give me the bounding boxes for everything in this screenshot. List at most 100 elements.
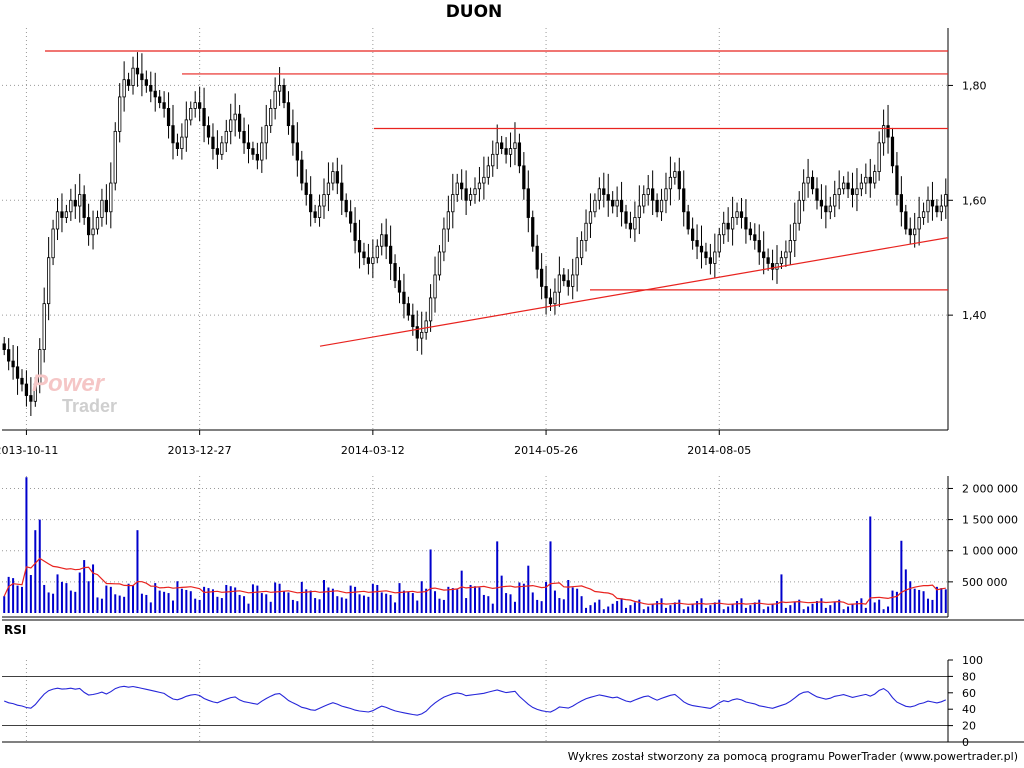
volume-bar: [198, 599, 201, 613]
rsi-tick-label: 80: [962, 670, 976, 683]
candle-body: [611, 199, 615, 207]
volume-bar: [909, 581, 912, 613]
volume-bar: [767, 606, 770, 613]
volume-bar: [887, 606, 890, 613]
candle-body: [406, 303, 411, 316]
volume-bar: [345, 598, 348, 613]
panel-frames: [2, 28, 1024, 743]
candle-body: [704, 251, 708, 259]
volume-bar: [895, 591, 898, 613]
volume-bar: [633, 602, 636, 613]
candle-body: [677, 171, 681, 190]
volume-bar: [793, 602, 796, 613]
candle-body: [886, 125, 890, 138]
volume-bar: [43, 584, 46, 613]
volume-bar: [838, 599, 841, 613]
volume-bar: [407, 591, 410, 613]
volume-bar: [878, 599, 881, 613]
volume-bar: [784, 607, 787, 613]
candle-body: [335, 171, 339, 184]
volume-bar: [207, 588, 210, 613]
candle-body: [926, 199, 930, 213]
candle-body: [282, 85, 286, 104]
volume-bar: [593, 602, 596, 613]
candle-body: [73, 199, 77, 207]
candle-body: [797, 199, 801, 224]
candle-body: [38, 349, 42, 385]
volume-bar: [65, 583, 68, 613]
volume-bar: [243, 596, 246, 613]
candle-body: [126, 79, 131, 86]
candle-body: [651, 188, 655, 201]
volume-bar: [598, 599, 601, 613]
volume-bar: [447, 586, 450, 613]
volume-bar: [132, 584, 135, 613]
volume-bar: [247, 603, 250, 613]
volume-bar: [940, 588, 943, 613]
candle-body: [633, 217, 637, 230]
volume-bar: [47, 592, 50, 613]
volume-bar: [318, 599, 321, 613]
volume-bar: [625, 607, 628, 613]
volume-bar: [691, 603, 694, 613]
volume-bar: [52, 593, 55, 613]
candle-body: [277, 85, 282, 92]
candle-body: [388, 245, 393, 264]
candle-body: [15, 366, 20, 379]
volume-bar: [145, 594, 148, 613]
volume-bar: [709, 605, 712, 613]
volume-bar: [811, 603, 814, 613]
rsi-tick-label: 0: [962, 736, 969, 749]
volume-bar: [438, 598, 441, 613]
candle-body: [357, 240, 362, 253]
volume-bar: [576, 588, 579, 613]
volume-bar: [589, 605, 592, 613]
candle-body: [251, 148, 255, 155]
volume-bar: [864, 607, 867, 613]
volume-axis: 500 000 1 000 000 1 500 000 2 000 000: [948, 482, 1018, 589]
candle-body: [655, 199, 659, 213]
volume-bar: [513, 601, 516, 613]
volume-bar: [189, 591, 192, 613]
volume-bar: [425, 588, 428, 613]
candle-body: [198, 102, 202, 109]
price-tick-label: 1,40: [962, 309, 987, 322]
chart-title: DUON: [445, 2, 503, 22]
candle-body: [175, 142, 180, 150]
candle-body: [193, 102, 197, 109]
rsi-tick-label: 20: [962, 720, 976, 733]
volume-bar: [931, 599, 934, 613]
candle-body: [229, 119, 233, 132]
candle-body: [140, 73, 144, 81]
volume-bar: [718, 599, 721, 613]
candle-body: [24, 383, 29, 396]
candle-body: [624, 211, 628, 224]
candle-body: [904, 211, 908, 230]
candle-body: [575, 257, 579, 276]
candle-body: [393, 263, 397, 282]
volume-bar: [389, 594, 392, 613]
volume-bar: [176, 581, 179, 613]
volume-bar: [118, 595, 121, 613]
volume-bar: [256, 585, 259, 613]
candle-body: [881, 125, 886, 144]
candle-body: [189, 108, 193, 121]
candle-body: [211, 136, 215, 150]
candle-body: [846, 182, 850, 190]
price-candles: [2, 52, 948, 416]
candle-body: [375, 245, 379, 259]
candle-body: [873, 171, 877, 184]
volume-bar: [562, 599, 565, 613]
candle-body: [180, 136, 184, 150]
candle-body: [11, 360, 15, 368]
volume-bar: [780, 574, 783, 613]
candle-body: [588, 211, 593, 224]
volume-bar: [274, 582, 277, 613]
volume-tick-label: 1 500 000: [962, 514, 1018, 527]
candle-body: [722, 222, 726, 236]
volume-bar: [420, 581, 423, 613]
price-grid: [2, 28, 948, 742]
volume-bar: [553, 590, 556, 613]
volume-bar: [7, 576, 10, 613]
candle-body: [695, 240, 699, 247]
